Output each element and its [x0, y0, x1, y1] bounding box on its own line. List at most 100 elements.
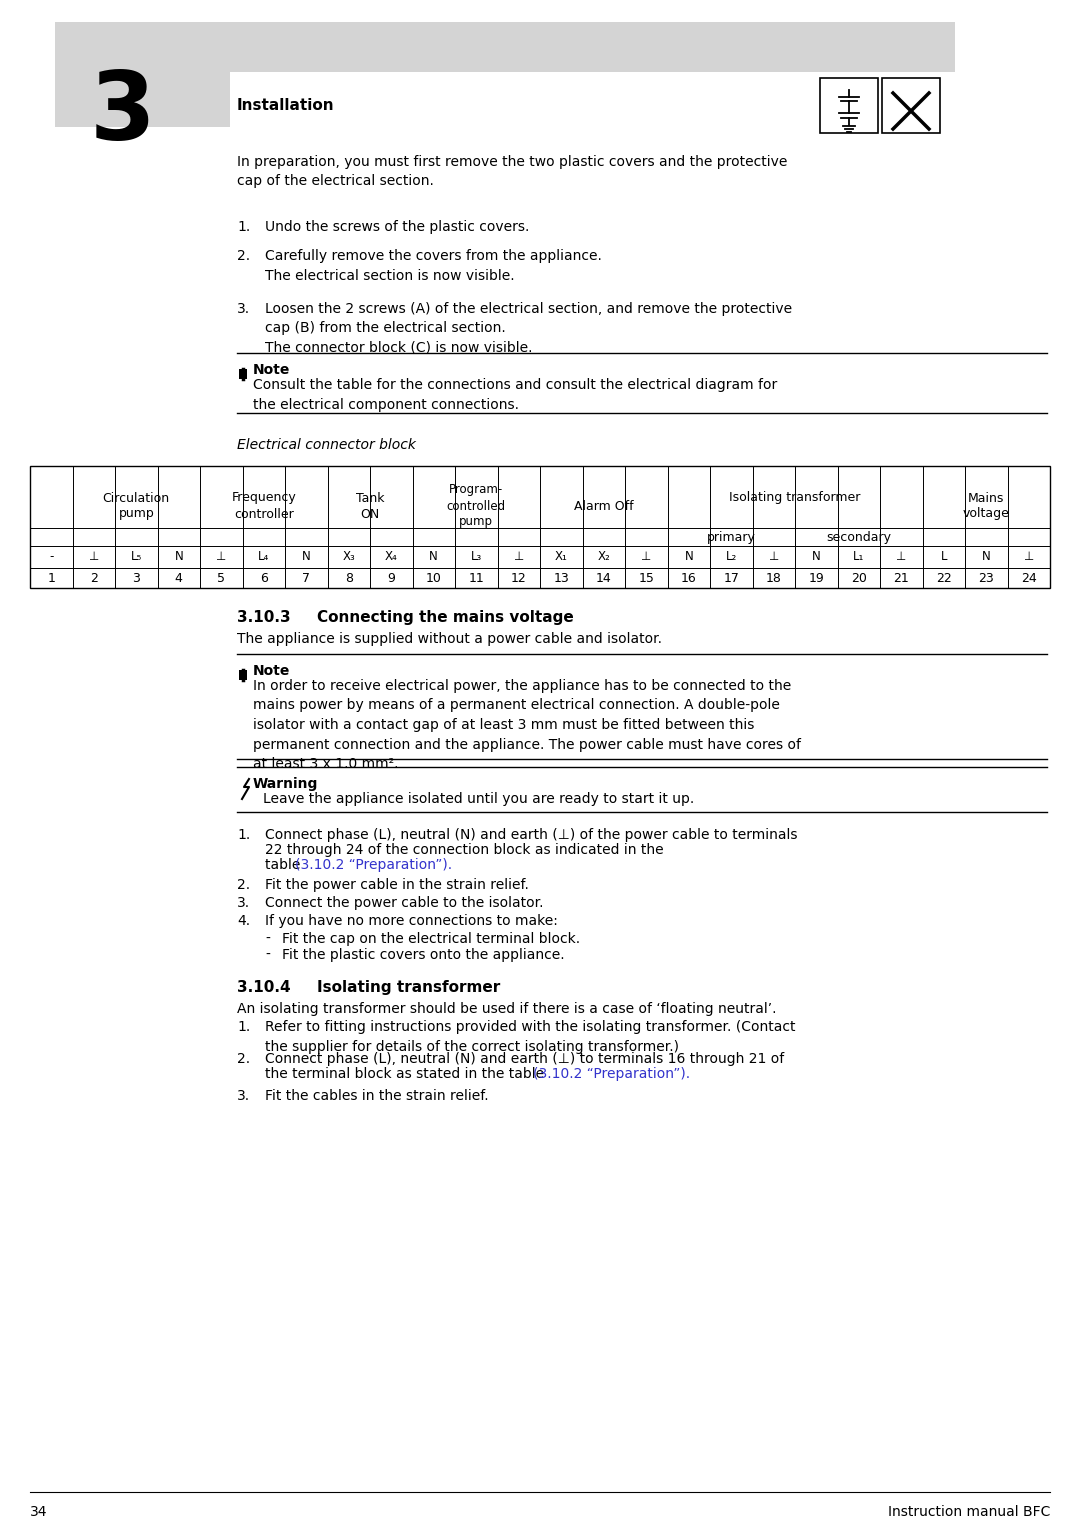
Text: Electrical connector block: Electrical connector block	[237, 439, 416, 452]
Text: N: N	[302, 550, 311, 564]
Text: 14: 14	[596, 571, 611, 585]
Text: Fit the power cable in the strain relief.: Fit the power cable in the strain relief…	[265, 879, 529, 892]
Text: N: N	[174, 550, 184, 564]
Text: Carefully remove the covers from the appliance.
The electrical section is now vi: Carefully remove the covers from the app…	[265, 249, 602, 283]
Text: Mains
voltage: Mains voltage	[962, 492, 1010, 521]
Text: 4: 4	[175, 571, 183, 585]
Text: Connecting the mains voltage: Connecting the mains voltage	[318, 610, 573, 625]
Text: Loosen the 2 screws (A) of the electrical section, and remove the protective
cap: Loosen the 2 screws (A) of the electrica…	[265, 301, 792, 354]
Text: 1.: 1.	[237, 828, 251, 842]
Text: 5: 5	[217, 571, 226, 585]
Text: 15: 15	[638, 571, 654, 585]
Text: Fit the cables in the strain relief.: Fit the cables in the strain relief.	[265, 1089, 488, 1103]
Text: ⊥: ⊥	[896, 550, 906, 564]
Text: 1: 1	[48, 571, 55, 585]
Text: 24: 24	[1021, 571, 1037, 585]
Text: Tank
ON: Tank ON	[355, 492, 384, 521]
Text: 3: 3	[90, 69, 156, 160]
Text: 3: 3	[133, 571, 140, 585]
Text: 3.10.3: 3.10.3	[237, 610, 291, 625]
Text: L₁: L₁	[853, 550, 864, 564]
Text: Isolating transformer: Isolating transformer	[729, 490, 861, 504]
Text: N: N	[812, 550, 821, 564]
Bar	[820, 78, 878, 133]
Text: 11: 11	[469, 571, 484, 585]
Text: 22: 22	[936, 571, 951, 585]
Text: L₂: L₂	[726, 550, 737, 564]
Text: 1.: 1.	[237, 1021, 251, 1034]
Text: Note: Note	[253, 364, 291, 377]
Bar	[239, 368, 247, 379]
Text: N: N	[982, 550, 990, 564]
Text: 3.: 3.	[237, 895, 251, 911]
Text: -: -	[49, 550, 53, 564]
Text: 10: 10	[426, 571, 442, 585]
Text: In order to receive electrical power, the appliance has to be connected to the
m: In order to receive electrical power, th…	[253, 678, 801, 772]
Bar	[55, 21, 955, 72]
Text: Undo the screws of the plastic covers.: Undo the screws of the plastic covers.	[265, 220, 529, 234]
Text: 23: 23	[978, 571, 994, 585]
Text: Installation: Installation	[237, 98, 335, 113]
Text: ⊥: ⊥	[216, 550, 227, 564]
Text: L₃: L₃	[471, 550, 482, 564]
Text: 18: 18	[766, 571, 782, 585]
Text: N: N	[430, 550, 438, 564]
Text: ⊥: ⊥	[642, 550, 651, 564]
Text: Isolating transformer: Isolating transformer	[318, 979, 500, 995]
Text: 3.: 3.	[237, 301, 251, 316]
Text: 4.: 4.	[237, 914, 251, 927]
Text: 17: 17	[724, 571, 739, 585]
Text: 2: 2	[90, 571, 97, 585]
Text: Fit the plastic covers onto the appliance.: Fit the plastic covers onto the applianc…	[282, 947, 565, 963]
Text: primary: primary	[706, 530, 756, 544]
Text: -: -	[265, 932, 270, 946]
Text: 1.: 1.	[237, 220, 251, 234]
Text: 22 through 24 of the connection block as indicated in the: 22 through 24 of the connection block as…	[265, 843, 663, 857]
Text: ⊥: ⊥	[89, 550, 99, 564]
Text: 3.: 3.	[237, 1089, 251, 1103]
Text: Program-
controlled
pump: Program- controlled pump	[447, 483, 505, 529]
Text: Warning: Warning	[253, 778, 319, 792]
Text: ⊥: ⊥	[769, 550, 779, 564]
Text: X₁: X₁	[555, 550, 568, 564]
Text: L₄: L₄	[258, 550, 269, 564]
Text: Consult the table for the connections and consult the electrical diagram for
the: Consult the table for the connections an…	[253, 377, 778, 411]
Text: Refer to fitting instructions provided with the isolating transformer. (Contact
: Refer to fitting instructions provided w…	[265, 1021, 796, 1053]
Text: Note: Note	[253, 665, 291, 678]
Text: Frequency
controller: Frequency controller	[231, 492, 296, 521]
Text: 12: 12	[511, 571, 527, 585]
Text: ⊥: ⊥	[514, 550, 524, 564]
Text: X₃: X₃	[342, 550, 355, 564]
Text: 34: 34	[30, 1505, 48, 1519]
Text: 2.: 2.	[237, 249, 251, 263]
Text: 13: 13	[553, 571, 569, 585]
Text: An isolating transformer should be used if there is a case of ‘floating neutral’: An isolating transformer should be used …	[237, 1002, 777, 1016]
Bar	[30, 466, 1050, 588]
Text: 2.: 2.	[237, 879, 251, 892]
Text: Fit the cap on the electrical terminal block.: Fit the cap on the electrical terminal b…	[282, 932, 580, 946]
Text: Leave the appliance isolated until you are ready to start it up.: Leave the appliance isolated until you a…	[264, 792, 694, 805]
Text: 20: 20	[851, 571, 866, 585]
Text: Alarm Off: Alarm Off	[573, 500, 634, 512]
Text: 3.10.4: 3.10.4	[237, 979, 291, 995]
Text: table: table	[265, 859, 305, 872]
Text: Connect phase (L), neutral (N) and earth (⊥) to terminals 16 through 21 of: Connect phase (L), neutral (N) and earth…	[265, 1051, 784, 1067]
Text: secondary: secondary	[826, 530, 891, 544]
Text: the terminal block as stated in the table: the terminal block as stated in the tabl…	[265, 1067, 549, 1080]
Bar	[239, 669, 247, 680]
Text: If you have no more connections to make:: If you have no more connections to make:	[265, 914, 558, 927]
Text: 8: 8	[345, 571, 353, 585]
Text: In preparation, you must first remove the two plastic covers and the protective
: In preparation, you must first remove th…	[237, 154, 787, 188]
Text: Connect phase (L), neutral (N) and earth (⊥) of the power cable to terminals: Connect phase (L), neutral (N) and earth…	[265, 828, 797, 842]
Text: The appliance is supplied without a power cable and isolator.: The appliance is supplied without a powe…	[237, 633, 662, 646]
Text: L: L	[941, 550, 947, 564]
Text: Circulation
pump: Circulation pump	[103, 492, 170, 521]
Bar	[882, 78, 940, 133]
Text: (3.10.2 “Preparation”).: (3.10.2 “Preparation”).	[534, 1067, 690, 1080]
Text: 7: 7	[302, 571, 310, 585]
Text: 2.: 2.	[237, 1051, 251, 1067]
Text: N: N	[685, 550, 693, 564]
Text: X₂: X₂	[597, 550, 610, 564]
Text: 6: 6	[260, 571, 268, 585]
Text: X₄: X₄	[384, 550, 397, 564]
